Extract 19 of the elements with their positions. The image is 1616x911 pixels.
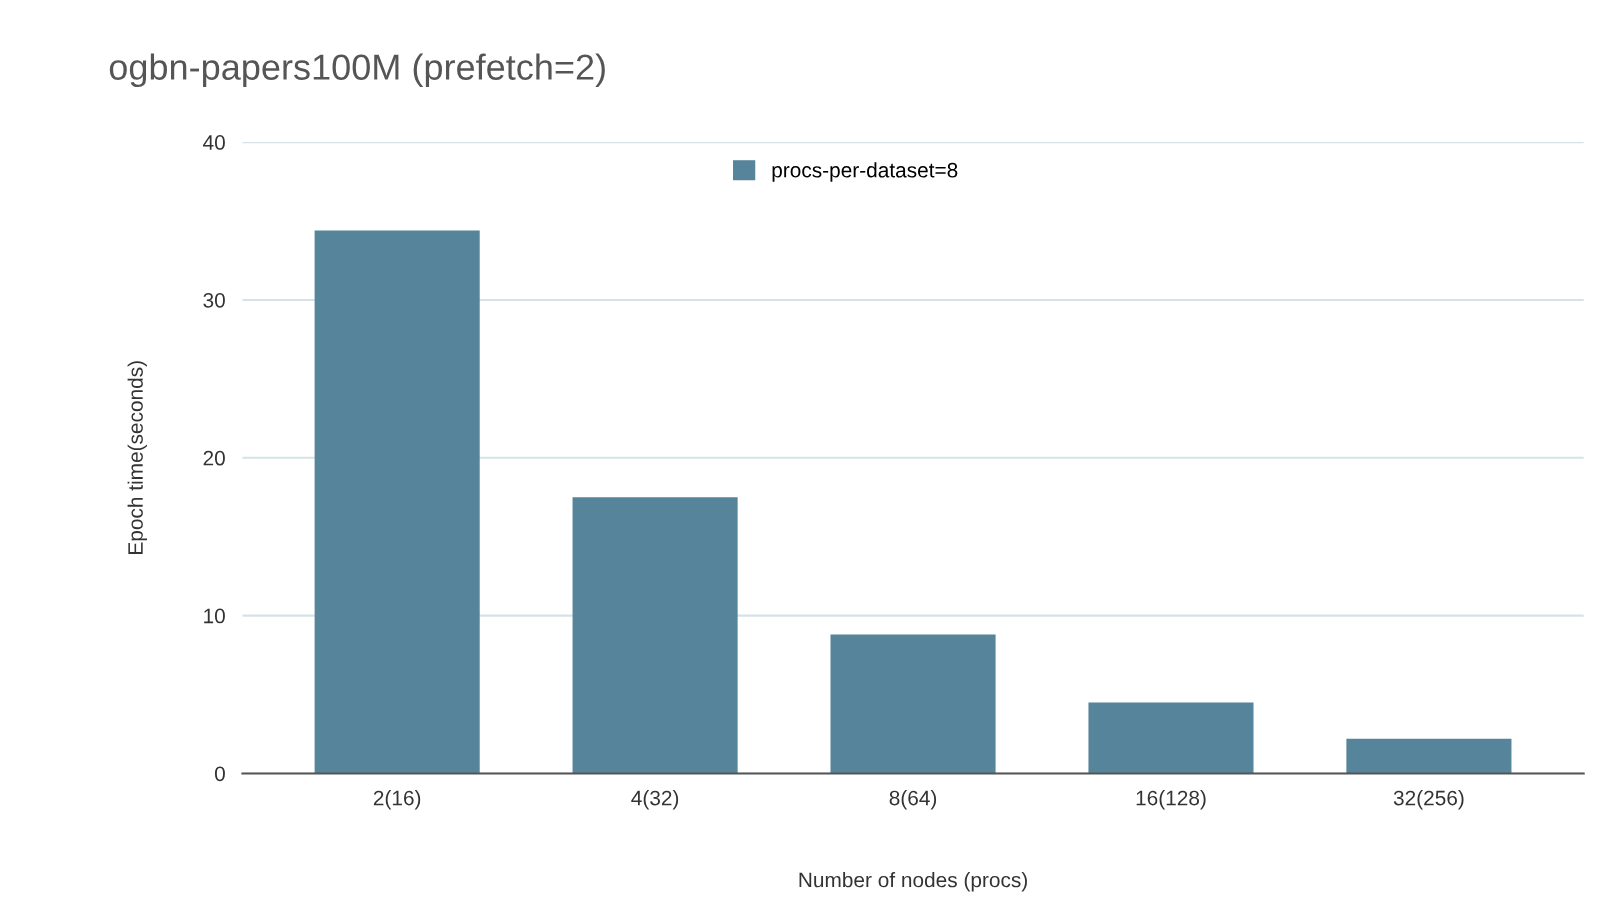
bar — [314, 230, 480, 774]
y-tick-label: 20 — [203, 450, 225, 466]
x-tick-label: 2(16) — [373, 790, 421, 810]
y-tick-label: 30 — [203, 292, 225, 308]
x-tick-label: 32(256) — [1393, 790, 1464, 810]
x-tick-label: 16(128) — [1136, 790, 1206, 810]
y-tick-label: 10 — [204, 608, 225, 624]
x-tick-label: 8(64) — [889, 790, 937, 810]
x-axis-title: Number of nodes (procs) — [799, 872, 1027, 892]
bar — [572, 497, 738, 774]
chart-title: ogbn-papers100M (prefetch=2) — [109, 53, 605, 88]
legend-label: procs-per-dataset=8 — [772, 162, 958, 182]
bar — [830, 634, 996, 774]
y-tick-label: 40 — [203, 135, 225, 150]
y-tick-label: 0 — [214, 766, 225, 782]
y-axis-title: Epoch time(seconds) — [127, 361, 148, 554]
bar — [1346, 738, 1512, 774]
bar — [1088, 702, 1254, 774]
x-tick-label: 4(32) — [631, 790, 679, 810]
